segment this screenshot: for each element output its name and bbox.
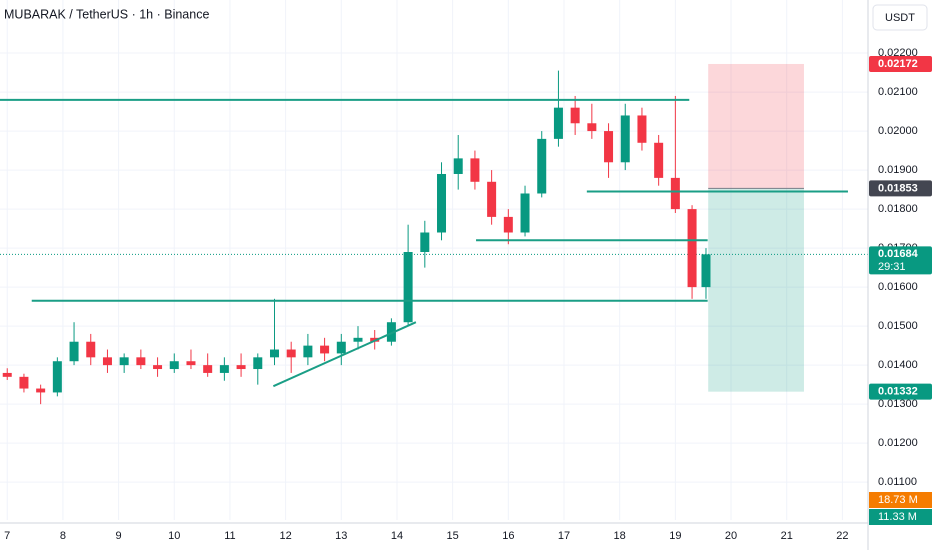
candle-body (102, 357, 112, 366)
candle-body (670, 177, 680, 210)
candle-body (119, 357, 129, 366)
x-tick-label: 15 (447, 530, 459, 542)
y-tick-label: 0.01300 (878, 398, 918, 410)
x-tick-label: 10 (168, 530, 180, 542)
y-tick-label: 0.01900 (878, 164, 918, 176)
y-tick-label: 0.01500 (878, 320, 918, 332)
x-tick-label: 13 (335, 530, 347, 542)
candle-body (2, 372, 12, 377)
price-tag (869, 246, 932, 275)
candle-body (336, 341, 346, 354)
candle-body (186, 361, 196, 366)
x-tick-label: 22 (836, 530, 848, 542)
candle-body (701, 254, 711, 288)
price-tag-label: 0.01684 (878, 248, 919, 260)
candle-body (153, 365, 163, 370)
candle-body (136, 357, 146, 366)
candle-body (587, 123, 597, 132)
x-tick-label: 9 (116, 530, 122, 542)
price-tag-label: 0.01332 (878, 386, 918, 398)
y-tick-label: 0.02200 (878, 47, 918, 59)
candle-body (437, 173, 447, 233)
candle-body (570, 107, 580, 124)
candle-body (86, 341, 96, 358)
y-tick-label: 0.01200 (878, 437, 918, 449)
stop-zone (708, 63, 804, 189)
candle-body (604, 131, 614, 163)
x-tick-label: 12 (279, 530, 291, 542)
countdown-label: 29:31 (878, 261, 906, 273)
candle-body (654, 142, 664, 178)
candle-body (286, 349, 296, 358)
x-tick-label: 17 (558, 530, 570, 542)
candle-body (520, 193, 530, 233)
price-tag (869, 55, 932, 72)
x-tick-label: 16 (502, 530, 514, 542)
candle-body (69, 341, 79, 362)
candle-body (36, 388, 46, 393)
x-tick-label: 11 (224, 530, 235, 542)
candle-body (503, 216, 513, 233)
volume-tag-label: 18.73 M (878, 494, 918, 506)
candle-body (353, 337, 363, 342)
x-tick-label: 19 (669, 530, 681, 542)
candle-body (637, 115, 647, 143)
chart-title: MUBARAK / TetherUS · 1h · Binance (4, 7, 209, 21)
candle-body (169, 361, 179, 370)
candle-body (553, 107, 563, 139)
y-tick-label: 0.02000 (878, 125, 918, 137)
x-tick-label: 14 (391, 530, 403, 542)
candle-body (19, 376, 29, 389)
currency-button[interactable] (872, 4, 928, 31)
candle-body (236, 365, 246, 370)
x-tick-label: 18 (614, 530, 626, 542)
target-zone (708, 188, 804, 392)
candle-body (537, 138, 547, 194)
y-tick-label: 0.01400 (878, 359, 918, 371)
price-tag-label: 0.02172 (878, 58, 918, 70)
volume-tag (869, 509, 932, 525)
candle-body (470, 158, 480, 182)
candle-body (203, 365, 213, 373)
axes: 0.01100 0.01200 0.01300 0.01400 0.01500 0.016… (4, 47, 932, 542)
x-tick-label: 8 (60, 530, 66, 542)
y-tick-label: 0.01800 (878, 203, 918, 215)
candle-body (687, 209, 697, 288)
candle-body (453, 158, 463, 174)
trend-line (272, 321, 417, 388)
candle-body (620, 115, 630, 163)
candle-body (269, 349, 279, 358)
y-tick-label: 0.01100 (878, 476, 917, 488)
price-tag (869, 383, 932, 400)
x-tick-label: 21 (781, 530, 793, 542)
y-tick-label: 0.02100 (878, 86, 918, 98)
candle-body (253, 357, 263, 370)
x-tick-label: 20 (725, 530, 737, 542)
currency-label[interactable]: USDT (885, 12, 915, 24)
x-tick-label: 7 (4, 530, 10, 542)
candle-body (420, 232, 430, 253)
grid (0, 0, 868, 520)
y-tick-label: 0.01600 (878, 281, 918, 293)
candle-body (219, 365, 229, 373)
candle-body (487, 181, 497, 217)
price-tag (869, 180, 932, 197)
candle-body (320, 345, 330, 354)
volume-tag-label: 11.33 M (878, 511, 917, 523)
candle-body (403, 252, 413, 323)
plot (0, 63, 868, 405)
candle-body (386, 322, 396, 342)
candle-body (303, 345, 313, 358)
candle-body (52, 361, 62, 393)
price-tag-label: 0.01853 (878, 182, 918, 194)
volume-tag (869, 492, 932, 508)
